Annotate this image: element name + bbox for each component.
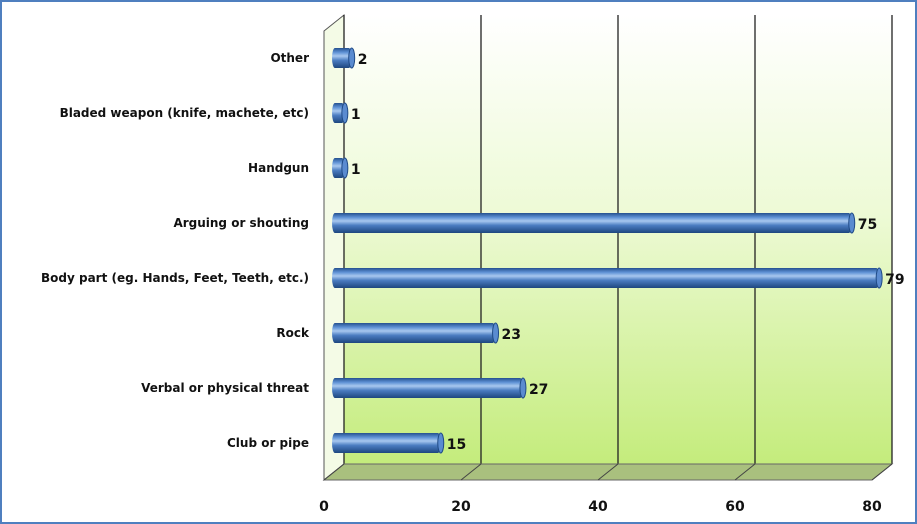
bar-end-cap [519, 377, 527, 399]
data-label: 2 [358, 52, 368, 68]
data-label: 27 [529, 382, 548, 398]
bar-layer [332, 47, 883, 454]
data-label: 75 [858, 217, 877, 233]
gridline-floor [871, 463, 893, 481]
data-label: 23 [502, 327, 521, 343]
bar-end-cap [492, 322, 500, 344]
category-label: Handgun [248, 161, 309, 175]
category-label: Verbal or physical threat [141, 381, 309, 395]
category-label: Arguing or shouting [173, 216, 309, 230]
x-tick-label: 60 [725, 499, 745, 515]
x-tick-label: 0 [319, 499, 329, 515]
category-label: Body part (eg. Hands, Feet, Teeth, etc.) [41, 271, 309, 285]
x-tick-label: 80 [862, 499, 882, 515]
category-label: Other [270, 51, 309, 65]
bar-end-cap [341, 157, 349, 179]
bar [332, 213, 852, 233]
label-layer: 0 20 40 60 80 Club or pipe 15 Verbal or physica… [41, 51, 905, 515]
back-wall-layer [323, 13, 892, 482]
bar-end-cap [341, 102, 349, 124]
bar [332, 268, 880, 288]
chart-side-wall [323, 13, 345, 482]
bar-end-cap [848, 212, 856, 234]
gridline-floor [597, 463, 619, 481]
floor-layer [322, 463, 894, 481]
bar-end-cap [348, 47, 356, 69]
bar [332, 48, 352, 68]
category-label: Club or pipe [227, 436, 309, 450]
x-tick-label: 20 [451, 499, 471, 515]
gridline-floor [734, 463, 756, 481]
bar [332, 323, 496, 343]
data-label: 15 [447, 437, 466, 453]
gridline-floor [323, 463, 345, 481]
bar [332, 378, 523, 398]
gridline-floor [460, 463, 482, 481]
data-label: 1 [351, 162, 361, 178]
x-tick-label: 40 [588, 499, 608, 515]
bar-end-cap [437, 432, 445, 454]
bar-end-cap [875, 267, 883, 289]
category-label: Rock [276, 326, 310, 340]
data-label: 1 [351, 107, 361, 123]
data-label: 79 [885, 272, 904, 288]
bar [332, 433, 441, 453]
category-label: Bladed weapon (knife, machete, etc) [60, 106, 309, 120]
